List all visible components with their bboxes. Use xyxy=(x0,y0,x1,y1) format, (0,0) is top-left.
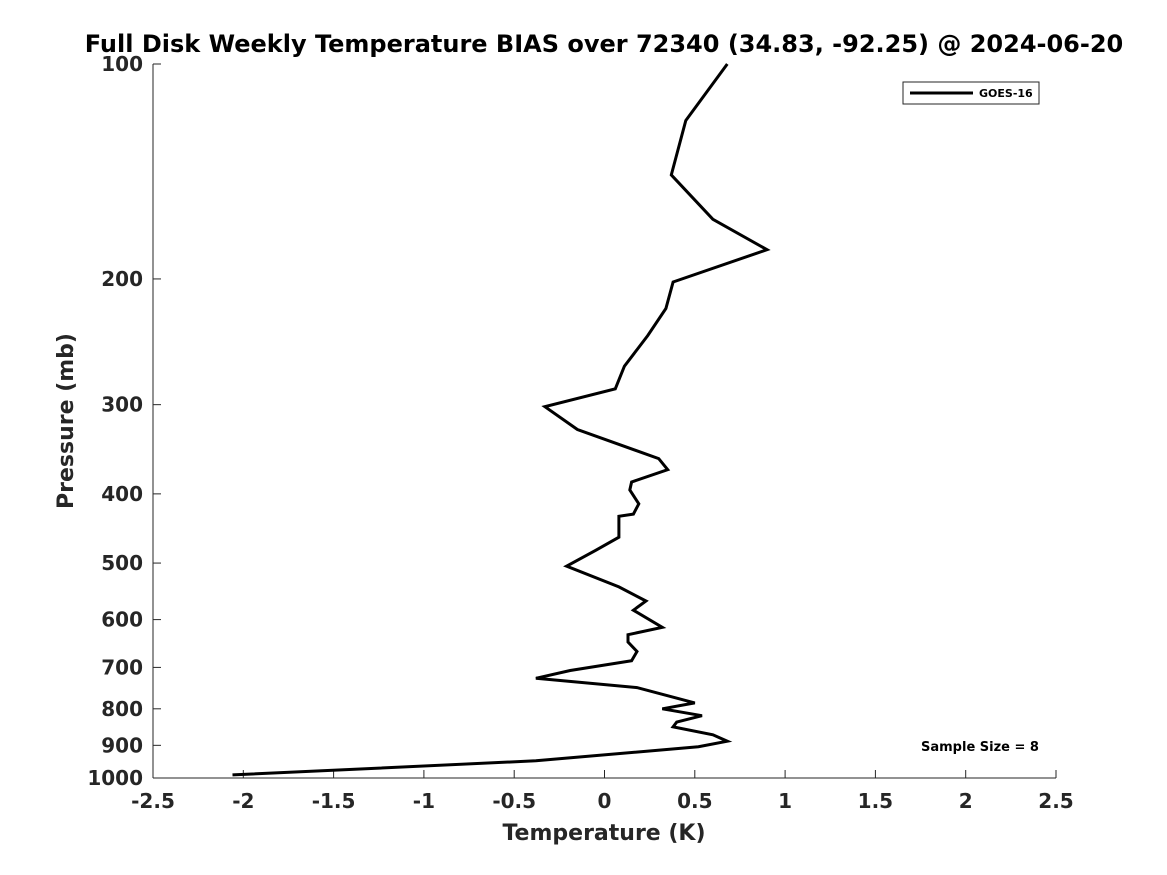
legend-label: GOES-16 xyxy=(979,87,1033,100)
y-tick-label: 1000 xyxy=(87,766,143,790)
x-tick-label: 2 xyxy=(959,789,973,813)
x-tick-label: -0.5 xyxy=(492,789,536,813)
series-layer xyxy=(232,63,771,777)
x-ticks: -2.5 -2 -1.5 -1 -0.5 0 0.5 1 1.5 2 2.5 xyxy=(131,770,1074,813)
x-tick-label: 1.5 xyxy=(858,789,893,813)
y-tick-label: 500 xyxy=(101,551,143,575)
legend: GOES-16 xyxy=(902,81,1040,105)
x-tick-label: 1 xyxy=(778,789,792,813)
y-tick-label: 400 xyxy=(101,482,143,506)
plot-area: -2.5 -2 -1.5 -1 -0.5 0 0.5 1 1.5 2 2.5 100 200 300 40… xyxy=(87,52,1073,813)
y-tick-label: 300 xyxy=(101,393,143,417)
y-axis-label: Pressure (mb) xyxy=(54,333,79,509)
y-ticks: 100 200 300 400 500 600 700 800 900 1000 xyxy=(87,52,161,790)
x-axis-label: Temperature (K) xyxy=(502,821,705,846)
x-tick-label: -2 xyxy=(232,789,254,813)
x-tick-label: 0.5 xyxy=(677,789,712,813)
series-line-goes-16 xyxy=(232,63,771,777)
y-tick-label: 100 xyxy=(101,52,143,76)
y-tick-label: 900 xyxy=(101,733,143,757)
x-tick-label: 0 xyxy=(598,789,612,813)
y-tick-label: 600 xyxy=(101,608,143,632)
x-tick-label: -1 xyxy=(413,789,435,813)
y-tick-label: 200 xyxy=(101,267,143,291)
y-tick-label: 700 xyxy=(101,655,143,679)
sample-size-annotation: Sample Size = 8 xyxy=(921,740,1039,755)
y-tick-label: 800 xyxy=(101,697,143,721)
chart-title: Full Disk Weekly Temperature BIAS over 7… xyxy=(85,30,1124,58)
x-tick-label: -2.5 xyxy=(131,789,175,813)
x-tick-label: 2.5 xyxy=(1038,789,1073,813)
x-tick-label: -1.5 xyxy=(312,789,356,813)
